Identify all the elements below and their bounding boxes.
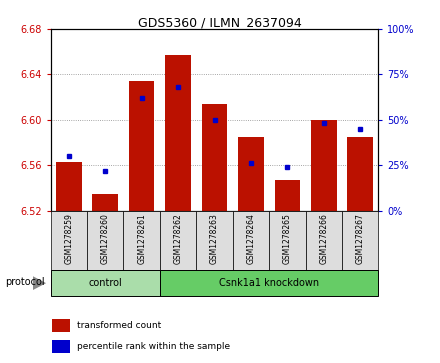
Text: protocol: protocol xyxy=(5,277,45,287)
Bar xyxy=(51,211,87,270)
Bar xyxy=(165,55,191,211)
Bar xyxy=(342,211,378,270)
Bar xyxy=(92,193,118,211)
Text: control: control xyxy=(88,278,122,288)
Bar xyxy=(269,211,305,270)
Bar xyxy=(52,319,70,332)
Text: GSM1278266: GSM1278266 xyxy=(319,213,328,264)
Bar xyxy=(160,211,196,270)
Bar xyxy=(124,211,160,270)
Bar xyxy=(202,104,227,211)
Text: GSM1278265: GSM1278265 xyxy=(283,213,292,264)
Bar xyxy=(311,120,337,211)
Text: GSM1278259: GSM1278259 xyxy=(64,213,73,264)
Bar xyxy=(196,211,233,270)
Bar xyxy=(233,211,269,270)
Bar xyxy=(238,137,264,211)
Bar xyxy=(87,211,124,270)
Text: transformed count: transformed count xyxy=(77,321,161,330)
Text: Csnk1a1 knockdown: Csnk1a1 knockdown xyxy=(219,278,319,288)
Text: GSM1278264: GSM1278264 xyxy=(246,213,256,264)
Text: GSM1278261: GSM1278261 xyxy=(137,213,146,264)
Polygon shape xyxy=(33,276,46,290)
Bar xyxy=(275,180,300,211)
Bar xyxy=(129,81,154,211)
Bar xyxy=(56,162,81,211)
Text: GSM1278262: GSM1278262 xyxy=(173,213,183,264)
Text: GDS5360 / ILMN_2637094: GDS5360 / ILMN_2637094 xyxy=(138,16,302,29)
Bar xyxy=(160,270,378,296)
Bar xyxy=(305,211,342,270)
Bar xyxy=(52,339,70,353)
Text: GSM1278267: GSM1278267 xyxy=(356,213,365,264)
Text: GSM1278263: GSM1278263 xyxy=(210,213,219,264)
Text: GSM1278260: GSM1278260 xyxy=(101,213,110,264)
Bar xyxy=(348,137,373,211)
Text: percentile rank within the sample: percentile rank within the sample xyxy=(77,342,230,351)
Bar xyxy=(51,270,160,296)
